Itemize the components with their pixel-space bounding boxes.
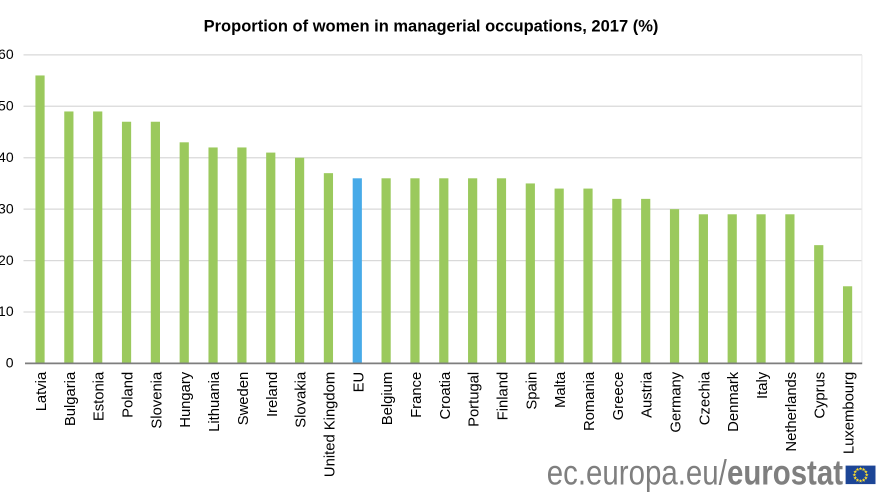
svg-text:30: 30: [0, 200, 14, 216]
svg-text:EU: EU: [351, 372, 367, 393]
svg-text:eurostat: eurostat: [727, 454, 843, 493]
svg-text:Germany: Germany: [669, 371, 685, 432]
svg-text:Lithuania: Lithuania: [207, 371, 223, 432]
svg-text:Proportion of women in manager: Proportion of women in managerial occupa…: [204, 18, 659, 36]
svg-text:Estonia: Estonia: [92, 371, 108, 421]
svg-text:Ireland: Ireland: [265, 372, 281, 417]
svg-text:10: 10: [0, 303, 14, 319]
svg-text:Slovakia: Slovakia: [294, 371, 310, 428]
svg-text:Finland: Finland: [495, 372, 511, 421]
svg-text:Denmark: Denmark: [726, 371, 742, 432]
svg-text:0: 0: [6, 355, 14, 371]
svg-text:Sweden: Sweden: [236, 372, 252, 425]
svg-text:ec.europa.eu/: ec.europa.eu/: [547, 454, 727, 493]
svg-text:Romania: Romania: [582, 371, 598, 431]
svg-text:Hungary: Hungary: [178, 371, 194, 428]
svg-text:Spain: Spain: [524, 372, 540, 410]
svg-text:United Kingdom: United Kingdom: [322, 372, 338, 477]
svg-text:Bulgaria: Bulgaria: [63, 371, 79, 426]
svg-text:Latvia: Latvia: [34, 371, 50, 411]
svg-text:Austria: Austria: [640, 371, 656, 418]
svg-text:Croatia: Croatia: [438, 371, 454, 419]
svg-text:50: 50: [0, 98, 14, 114]
svg-text:Netherlands: Netherlands: [784, 372, 800, 452]
svg-text:Luxembourg: Luxembourg: [842, 372, 858, 454]
svg-text:Slovenia: Slovenia: [149, 371, 165, 429]
svg-text:Cyprus: Cyprus: [813, 372, 829, 419]
svg-text:40: 40: [0, 149, 14, 165]
svg-text:Poland: Poland: [121, 372, 137, 418]
svg-text:20: 20: [0, 252, 14, 268]
svg-text:Portugal: Portugal: [467, 372, 483, 427]
svg-text:France: France: [409, 372, 425, 418]
svg-text:Czechia: Czechia: [697, 371, 713, 425]
svg-text:Greece: Greece: [611, 372, 627, 421]
svg-text:Belgium: Belgium: [380, 372, 396, 425]
svg-text:Malta: Malta: [553, 371, 569, 408]
svg-text:Italy: Italy: [755, 371, 771, 399]
svg-text:60: 60: [0, 46, 14, 62]
